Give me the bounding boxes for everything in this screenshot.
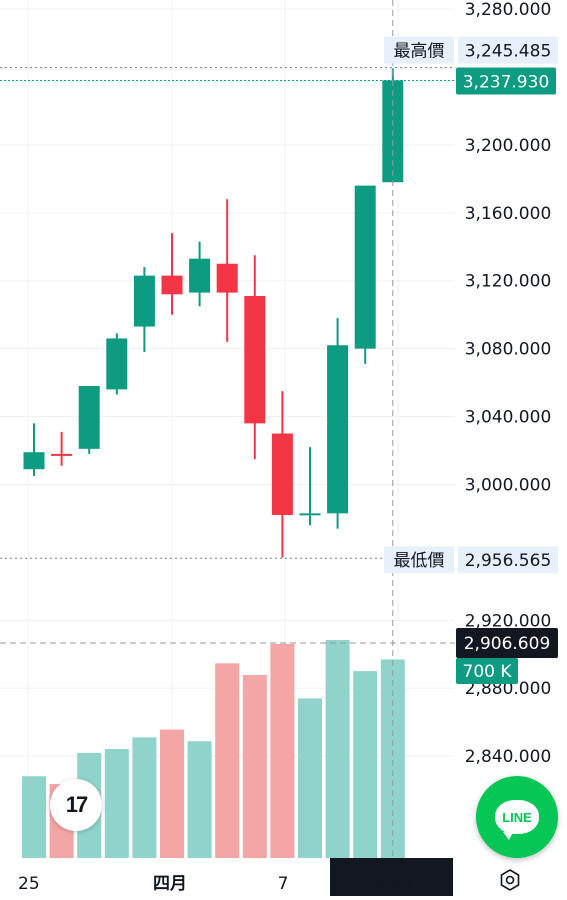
- time-label: 7: [278, 874, 289, 894]
- line-share-button[interactable]: LINE: [476, 776, 558, 858]
- tradingview-logo[interactable]: 17: [50, 779, 102, 831]
- low-value-bg: [458, 546, 558, 574]
- candle-body: [78, 385, 100, 449]
- volume-bar: [298, 698, 322, 858]
- volume-bar: [132, 737, 157, 858]
- volume-bar: [380, 659, 405, 858]
- price-tick-label: 3,040.000: [465, 408, 552, 428]
- low-label-bg: [384, 546, 454, 574]
- candle-body: [23, 452, 45, 470]
- price-tick-label: 2,920.000: [465, 611, 552, 631]
- crosshair-price-value: 2,906.609: [464, 634, 551, 654]
- candles: [23, 68, 404, 558]
- price-tick-label: 3,200.000: [465, 136, 552, 156]
- time-label: 四月: [153, 874, 187, 894]
- price-tick-label: 3,080.000: [465, 340, 552, 360]
- time-label: 25: [18, 874, 40, 894]
- candle-body: [271, 433, 293, 516]
- volume-bar: [215, 663, 240, 858]
- candle-body: [106, 338, 128, 390]
- crosshair-date: 2025-04-11: [342, 874, 441, 894]
- volume-value: 700 K: [463, 662, 513, 682]
- candle-body: [354, 185, 376, 349]
- volume-bar: [270, 643, 295, 858]
- volume-bar: [160, 729, 184, 858]
- price-tick-label: 3,120.000: [465, 272, 552, 292]
- candle-body: [216, 263, 238, 293]
- low-value: 2,956.565: [465, 551, 552, 571]
- price-tick-label: 3,160.000: [465, 204, 552, 224]
- price-axis: 3,280.000 3,200.000 3,160.000 3,120.000 3,08…: [456, 0, 567, 858]
- time-axis-bg: [0, 858, 567, 900]
- price-tick-label: 3,280.000: [465, 0, 552, 20]
- volume-tag: [456, 658, 518, 685]
- candle-body: [189, 258, 211, 293]
- candle-body: [133, 275, 155, 327]
- candle-body: [51, 453, 73, 456]
- candle-body: [161, 275, 183, 295]
- crosshair-price-tag: [456, 628, 558, 659]
- high-label-bg: [384, 36, 454, 64]
- time-axis: 25 四月 7 2025-04-11: [0, 858, 567, 900]
- price-axis-bg: [456, 0, 567, 858]
- volume-bar: [104, 749, 129, 858]
- volume-bar: [242, 675, 267, 858]
- line-label: LINE: [502, 809, 532, 825]
- low-label: 最低價: [394, 551, 445, 571]
- price-tick-label: 2,880.000: [465, 679, 552, 699]
- candle-body: [244, 296, 266, 424]
- volume-bars: [22, 640, 405, 858]
- candle-body: [327, 345, 349, 514]
- candle-body: [299, 513, 321, 516]
- crosshair-date-bg: [330, 858, 453, 896]
- volume-bar: [325, 640, 350, 858]
- volume-bar: [22, 776, 46, 858]
- tv-logo-text: 17: [65, 792, 89, 817]
- last-price-value: 3,237.930: [463, 72, 550, 92]
- price-tick-label: 2,840.000: [465, 747, 552, 767]
- gear-icon[interactable]: [496, 866, 524, 894]
- price-tick-label: 3,000.000: [465, 475, 552, 495]
- volume-bar: [353, 671, 378, 858]
- high-label: 最高價: [394, 42, 445, 62]
- line-icon: LINE: [495, 800, 539, 840]
- high-value-bg: [458, 36, 558, 64]
- volume-bar: [187, 741, 212, 858]
- last-price-tag: [456, 67, 556, 95]
- high-value: 3,245.485: [465, 42, 552, 62]
